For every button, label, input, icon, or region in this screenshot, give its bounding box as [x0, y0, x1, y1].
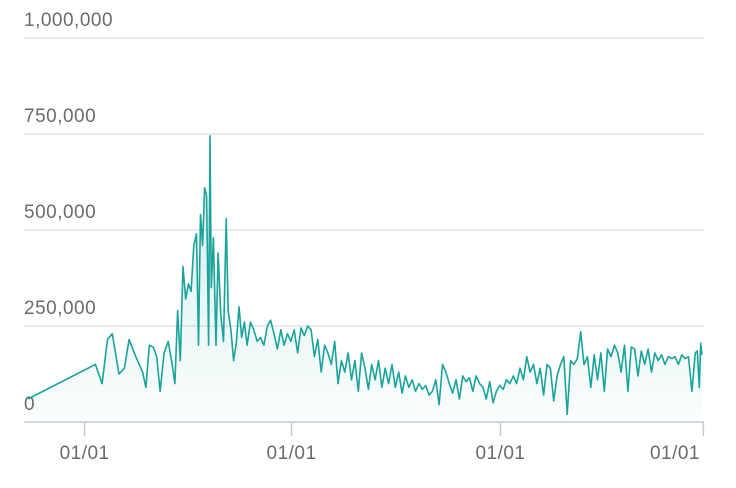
area-fill — [28, 135, 702, 422]
y-tick-label: 750,000 — [24, 106, 96, 127]
x-axis-tick-labels: 01/01 01/01 01/01 01/01 — [60, 443, 700, 464]
x-axis — [24, 421, 705, 436]
y-tick-label: 500,000 — [24, 202, 96, 223]
gridlines — [24, 37, 704, 327]
x-tick-label: 01/01 — [267, 443, 317, 464]
x-tick-label: 01/01 — [650, 443, 700, 464]
series-line — [27, 135, 703, 416]
y-tick-label: 250,000 — [24, 298, 96, 319]
x-tick-label: 01/01 — [475, 443, 525, 464]
y-tick-label: 1,000,000 — [24, 10, 113, 31]
series-area — [27, 135, 703, 422]
x-tick-label: 01/01 — [60, 443, 110, 464]
